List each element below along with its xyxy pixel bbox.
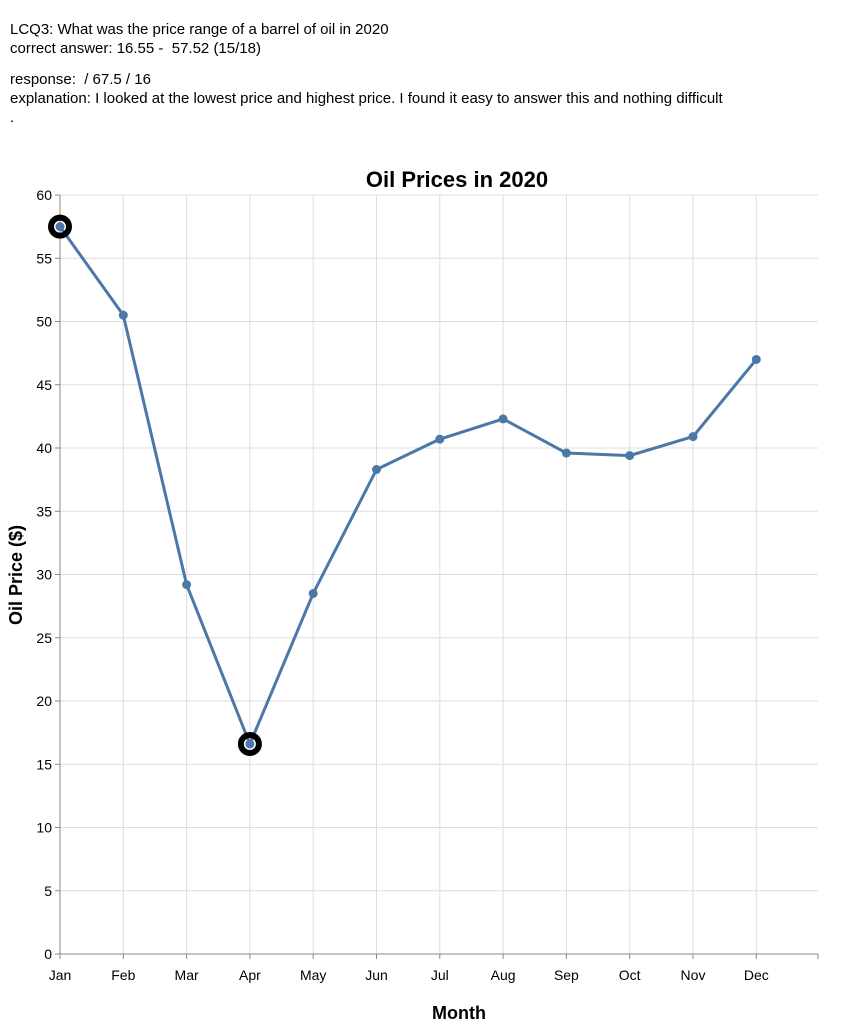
- data-point-apr: [245, 739, 255, 749]
- x-tick-label: Aug: [491, 967, 516, 983]
- y-tick-label: 30: [36, 567, 52, 583]
- data-point-jun: [372, 465, 381, 475]
- x-tick-label: Jun: [365, 967, 388, 983]
- question-text: LCQ3: What was the price range of a barr…: [10, 21, 389, 38]
- y-tick-label: 45: [36, 377, 52, 393]
- y-tick-label: 35: [36, 503, 52, 519]
- x-tick-label: Dec: [744, 967, 769, 983]
- data-point-jan: [55, 222, 65, 232]
- y-tick-label: 15: [36, 756, 52, 772]
- data-point-nov: [688, 432, 698, 442]
- x-tick-label: Nov: [681, 967, 706, 983]
- question-header: LCQ3: What was the price range of a barr…: [10, 20, 850, 127]
- data-point-sep: [561, 448, 571, 458]
- y-tick-label: 0: [44, 946, 52, 962]
- explanation-text: explanation: I looked at the lowest pric…: [10, 90, 723, 107]
- y-tick-label: 10: [36, 820, 52, 836]
- chart-grid: [59, 194, 818, 955]
- chart-axes: 0 5 10 15 20 25 30 35 40 45 50 55 60 Jan Feb Mar Apr May J…: [36, 187, 819, 983]
- highlight-marker: [48, 214, 72, 239]
- x-tick-label: Apr: [239, 967, 261, 983]
- x-tick-label: Feb: [111, 967, 135, 983]
- highlight-marker: [237, 732, 262, 757]
- y-tick-label: 55: [36, 250, 52, 266]
- data-point-mar: [182, 580, 192, 590]
- x-tick-label: Mar: [175, 967, 199, 983]
- x-axis-title: Month: [432, 1003, 486, 1023]
- y-tick-label: 40: [36, 440, 52, 456]
- series-line: [58, 225, 758, 746]
- data-point-oct: [625, 451, 635, 461]
- y-tick-label: 20: [36, 693, 52, 709]
- chart-series: [48, 214, 761, 757]
- y-tick-label: 5: [44, 883, 52, 899]
- data-point-may: [308, 588, 318, 598]
- y-tick-label: 50: [36, 314, 52, 330]
- trailing-dot: .: [10, 109, 15, 126]
- data-point-jul: [435, 434, 445, 444]
- response-text: response: / 67.5 / 16: [10, 71, 151, 88]
- x-tick-label: Jan: [49, 967, 72, 983]
- data-point-dec: [751, 354, 761, 364]
- y-tick-label: 25: [36, 630, 52, 646]
- x-tick-label: Jul: [431, 967, 449, 983]
- x-tick-label: Oct: [619, 967, 641, 983]
- data-point-feb: [118, 310, 128, 320]
- data-point-aug: [498, 414, 508, 424]
- correct-answer-text: correct answer: 16.55 - 57.52 (15/18): [10, 40, 261, 57]
- x-tick-label: Sep: [554, 967, 579, 983]
- x-tick-label: May: [300, 967, 326, 983]
- y-axis-title: Oil Price ($): [6, 525, 26, 625]
- chart-title: Oil Prices in 2020: [366, 167, 548, 192]
- y-tick-label: 60: [36, 187, 52, 203]
